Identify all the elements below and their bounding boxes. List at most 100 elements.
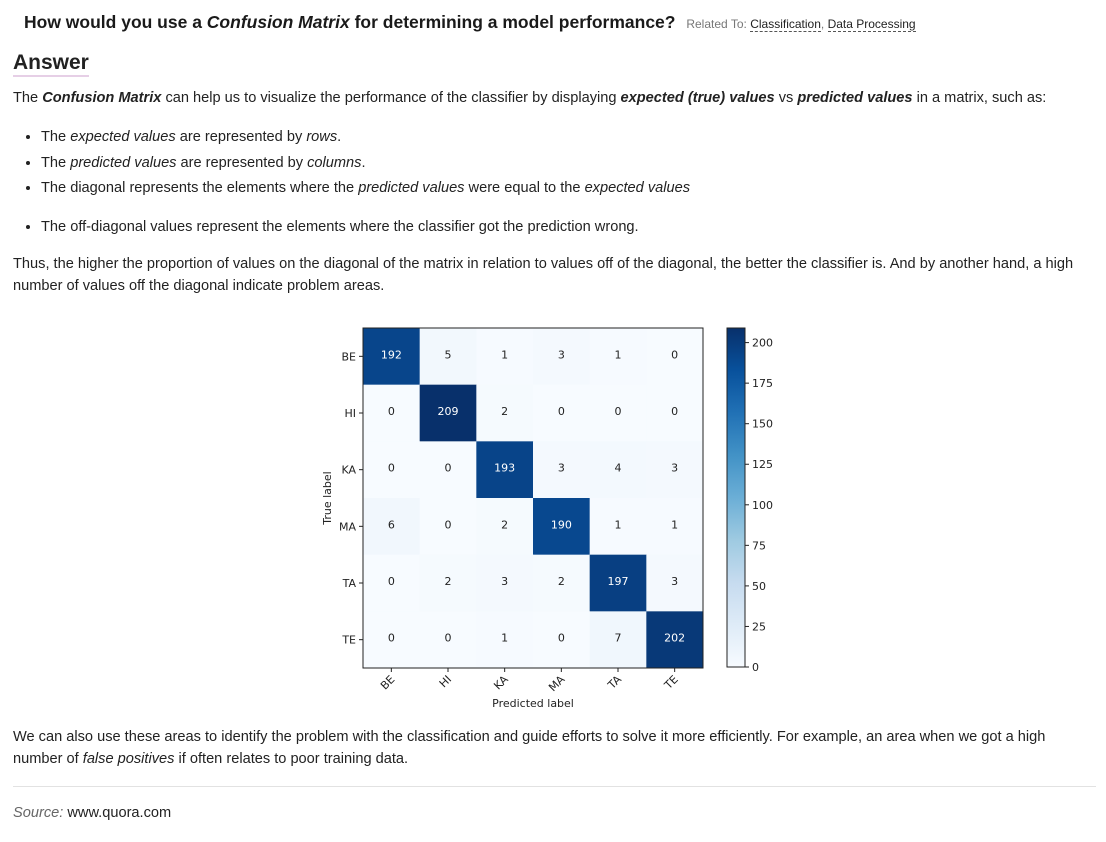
- cell-value-label: 0: [558, 632, 565, 645]
- cell-value-label: 6: [388, 518, 395, 531]
- colorbar-tick-label: 75: [752, 539, 766, 552]
- col-tick-label: HI: [437, 673, 454, 690]
- colorbar-tick-label: 25: [752, 620, 766, 633]
- matrix-frame: [362, 327, 704, 669]
- colorbar-tick-label: 100: [752, 499, 773, 512]
- matrix-cell: [363, 328, 421, 386]
- bullet-italic: predicted values: [70, 154, 177, 171]
- matrix-cells: 192 5 1 3 1 0 0 209 2 0 0 0 0 0 193 3 4 3 6 0 2 190 1 1 0 2 3 2 197 3…: [363, 328, 704, 669]
- cell-value-label: 1: [615, 518, 622, 531]
- matrix-cell: [533, 554, 591, 612]
- bullet-italic: columns: [307, 154, 362, 171]
- answer-heading: Answer: [13, 51, 89, 77]
- list-item: The diagonal represents the elements whe…: [41, 176, 690, 202]
- cell-value-label: 3: [671, 575, 678, 588]
- matrix-cell: [476, 384, 534, 442]
- matrix-cell: [646, 441, 704, 499]
- intro-bold-3: predicted values: [797, 90, 913, 106]
- matrix-cell: [589, 384, 647, 442]
- colorbar-tick-label: 200: [752, 337, 773, 350]
- matrix-cell: [363, 611, 421, 669]
- cell-value-label: 1: [615, 348, 622, 361]
- colorbar: [726, 327, 746, 668]
- areas-text-1: We can also use these areas to identify …: [13, 729, 1046, 767]
- y-axis-label: True label: [321, 471, 334, 525]
- areas-paragraph: We can also use these areas to identify …: [13, 726, 1097, 770]
- confusion-matrix-chart: 192 5 1 3 1 00 209 2 0 0 00 0 193 3 4 36 0 2 190 1 10 2 3 2 197 3…: [321, 327, 773, 710]
- cell-value-label: 3: [558, 462, 565, 475]
- matrix-cell: [476, 611, 534, 669]
- matrix-cell: [646, 328, 704, 386]
- matrix-cell: [589, 328, 647, 386]
- related-link-classification[interactable]: Classification: [750, 17, 821, 32]
- row-tick-label: KA: [341, 464, 356, 477]
- matrix-cell: [646, 498, 704, 556]
- intro-bold-1: Confusion Matrix: [42, 90, 162, 106]
- cell-value-label: 0: [388, 462, 395, 475]
- intro-text-1: The: [13, 90, 43, 106]
- bullet-italic: expected values: [584, 180, 691, 196]
- conclusion-paragraph: Thus, the higher the proportion of value…: [13, 256, 1074, 294]
- row-tick-label: TA: [342, 577, 357, 590]
- cell-value-label: 3: [501, 575, 508, 588]
- matrix-cell: [589, 554, 647, 612]
- related-separator: ,: [820, 17, 828, 31]
- bullet-text: were equal to the: [464, 180, 585, 196]
- cell-value-label: 0: [388, 405, 395, 418]
- col-tick-label: TA: [605, 673, 625, 693]
- cell-value-label: 0: [558, 405, 565, 418]
- divider: [13, 786, 1096, 787]
- cell-value-label: 5: [445, 348, 452, 361]
- colorbar-tick-label: 175: [752, 377, 773, 390]
- matrix-cell: [419, 611, 477, 669]
- bullet-italic: expected values: [70, 129, 176, 145]
- source-line: Source: www.quora.com: [13, 805, 171, 821]
- cell-value-label: 193: [494, 462, 515, 475]
- cell-value-label: 1: [501, 348, 508, 361]
- matrix-cell: [533, 328, 591, 386]
- colorbar-tick-label: 0: [752, 661, 759, 674]
- question-suffix: for determining a model performance?: [349, 12, 676, 32]
- matrix-cell: [533, 498, 591, 556]
- row-tick-label: MA: [339, 520, 356, 533]
- colorbar-tick-label: 150: [752, 418, 773, 431]
- bullet-text: .: [337, 129, 342, 145]
- cell-value-label: 190: [551, 518, 572, 531]
- colorbar-ticks: 0 25 50 75 100 125 150 175 200: [745, 337, 773, 674]
- matrix-cell: [589, 498, 647, 556]
- matrix-cell: [363, 441, 421, 499]
- cell-value-label: 0: [615, 405, 622, 418]
- source-label: Source:: [13, 805, 64, 821]
- matrix-cell: [646, 384, 704, 442]
- related-link-data-processing[interactable]: Data Processing: [827, 17, 916, 32]
- cell-value-label: 1: [501, 632, 508, 645]
- question-prefix: How would you use a: [24, 12, 207, 32]
- cell-value-label: 202: [664, 632, 685, 645]
- matrix-cell: [363, 498, 421, 556]
- bullet-text: are represented by: [175, 129, 307, 145]
- cell-value-label: 2: [445, 575, 452, 588]
- bullet-text: The: [41, 154, 71, 171]
- cell-value-label: 4: [615, 462, 622, 475]
- list-item: The predicted values are represented by …: [41, 151, 690, 177]
- list-item: The off-diagonal values represent the el…: [41, 215, 690, 241]
- matrix-cell: [533, 441, 591, 499]
- intro-text-2: can help us to visualize the performance…: [161, 90, 621, 106]
- col-tick-label: KA: [491, 673, 511, 693]
- matrix-cell: [363, 384, 421, 442]
- intro-text-3: vs: [774, 90, 798, 106]
- matrix-cell: [476, 441, 534, 499]
- x-axis-label: Predicted label: [492, 697, 574, 710]
- col-tick-label: TE: [661, 673, 681, 693]
- areas-text-2: if often relates to poor training data.: [174, 751, 409, 767]
- cell-value-label: 0: [671, 405, 678, 418]
- matrix-cell: [419, 328, 477, 386]
- colorbar-tick-label: 50: [752, 580, 766, 593]
- matrix-cell: [419, 554, 477, 612]
- bullet-italic: rows: [306, 129, 338, 145]
- cell-value-label: 0: [445, 462, 452, 475]
- cell-value-label: 2: [501, 405, 508, 418]
- col-tick-label: BE: [378, 673, 397, 692]
- bullet-text: The off-diagonal values represent the el…: [41, 218, 639, 235]
- cell-value-label: 0: [671, 348, 678, 361]
